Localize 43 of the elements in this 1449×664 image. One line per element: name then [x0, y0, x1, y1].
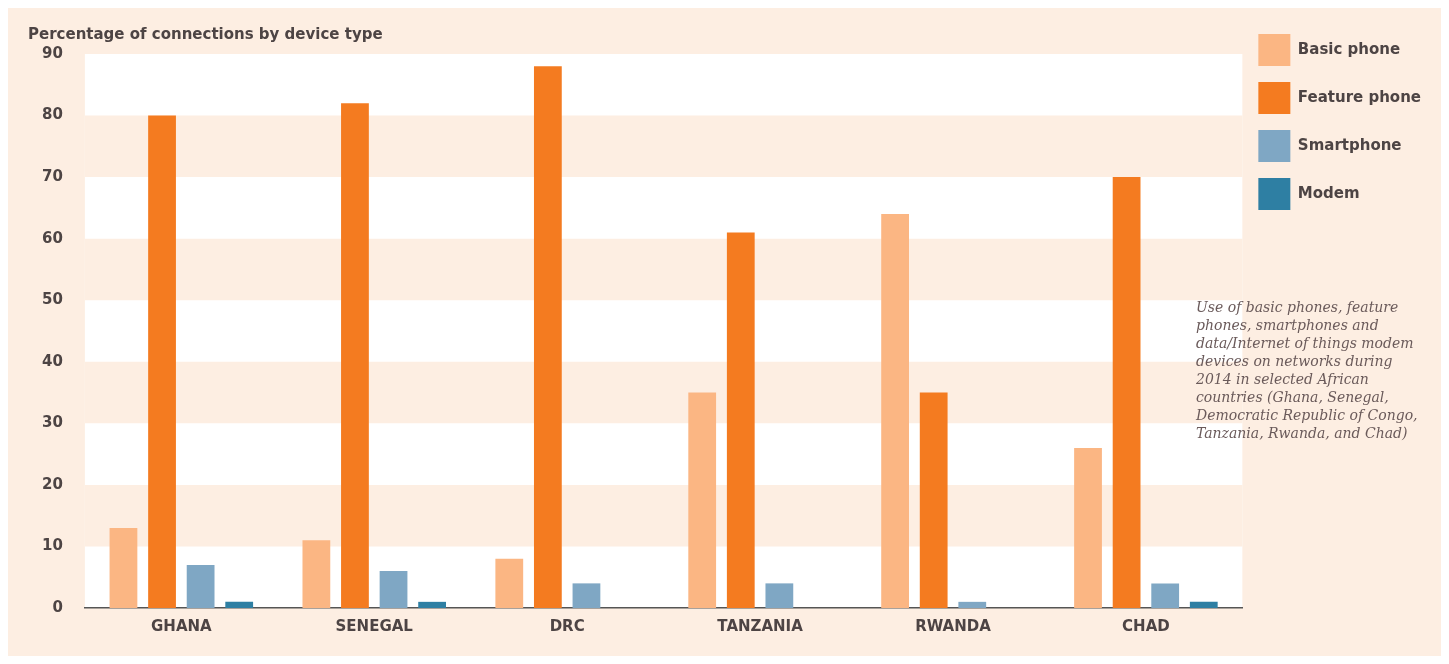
bar — [533, 66, 562, 608]
x-tick-label: RWANDA — [915, 616, 992, 635]
y-tick-label: 90 — [42, 43, 63, 62]
annotation: Use of basic phones, feature phones, smartphones and data/Internet of things modem devices on networks during 2014 in selected African countries (Ghana, Senegal, Democratic Republic of Congo, Tanzania, Rwanda, and Chad) — [1196, 298, 1419, 442]
bar — [1189, 601, 1218, 608]
legend-label: Modem — [1297, 183, 1360, 202]
bar — [495, 558, 524, 608]
y-tick-label: 80 — [42, 105, 63, 124]
bar — [919, 392, 948, 608]
x-tick-label: GHANA — [151, 616, 213, 635]
bar — [379, 571, 408, 608]
y-tick-label: 20 — [42, 474, 63, 493]
bar — [341, 103, 369, 608]
bar — [186, 564, 215, 608]
bar — [958, 601, 987, 608]
bar — [726, 232, 755, 608]
legend-label: Feature phone — [1297, 87, 1422, 106]
bar — [148, 115, 176, 608]
bar — [1112, 177, 1141, 608]
y-tick-label: 0 — [52, 597, 63, 616]
bar — [1151, 583, 1180, 608]
x-tick-label: CHAD — [1122, 616, 1170, 635]
bar — [225, 601, 254, 608]
chart-title: Percentage of connections by device type — [28, 24, 383, 43]
bar — [765, 583, 794, 608]
bar — [881, 214, 909, 608]
x-tick-label: DRC — [549, 616, 585, 635]
legend-label: Smartphone — [1297, 135, 1402, 154]
y-tick-label: 10 — [42, 536, 63, 555]
x-tick-label: TANZANIA — [717, 616, 804, 635]
bar — [688, 392, 717, 608]
y-tick-label: 70 — [42, 167, 63, 185]
bar — [572, 583, 601, 608]
y-tick-label: 50 — [42, 290, 63, 309]
bar — [109, 527, 138, 608]
y-tick-label: 60 — [42, 228, 63, 247]
bar — [302, 540, 331, 608]
legend-label: Basic phone — [1297, 39, 1401, 58]
x-tick-label: SENEGAL — [335, 616, 414, 635]
bar — [1074, 447, 1102, 608]
y-tick-label: 40 — [42, 351, 63, 370]
bar — [418, 601, 447, 608]
y-tick-label: 30 — [42, 413, 63, 432]
